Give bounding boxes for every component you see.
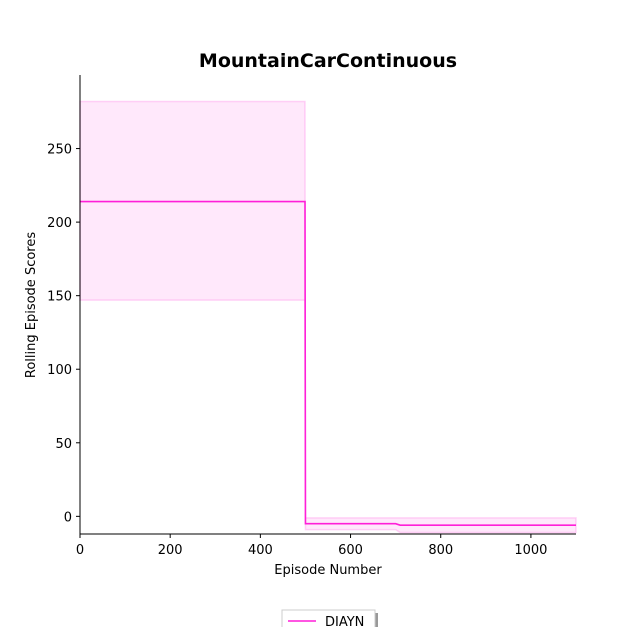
y-tick-label: 0 <box>64 510 72 525</box>
y-tick-label: 150 <box>47 290 72 305</box>
x-tick-label: 200 <box>158 543 183 558</box>
series-line-0 <box>80 200 576 526</box>
chart-title: MountainCarContinuous <box>199 50 457 72</box>
y-tick-label: 200 <box>47 216 72 231</box>
series-band-0 <box>79 100 577 534</box>
y-tick-label: 100 <box>47 363 72 378</box>
plot-area <box>79 100 577 534</box>
x-axis-label: Episode Number <box>274 563 382 578</box>
legend: DIAYN <box>281 609 378 627</box>
legend-label: DIAYN <box>325 615 364 627</box>
x-tick-label: 0 <box>76 543 84 558</box>
y-tick-label: 250 <box>47 143 72 158</box>
legend-box <box>281 609 376 627</box>
x-tick-label: 600 <box>338 543 363 558</box>
x-tick-label: 400 <box>248 543 273 558</box>
axes: 0 200 400 600 800 1000 0 50 100 150 200 250 <box>47 75 576 558</box>
x-tick-label: 1000 <box>514 543 547 558</box>
y-tick-label: 50 <box>55 437 72 452</box>
x-tick-label: 800 <box>428 543 453 558</box>
y-axis-label: Rolling Episode Scores <box>24 232 39 378</box>
